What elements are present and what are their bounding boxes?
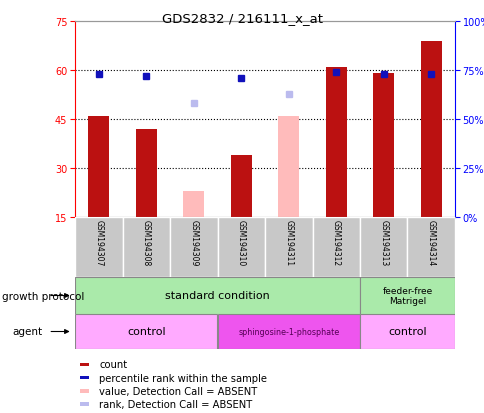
Text: feeder-free
Matrigel: feeder-free Matrigel bbox=[381, 286, 432, 306]
Text: rank, Detection Call = ABSENT: rank, Detection Call = ABSENT bbox=[99, 399, 252, 409]
Bar bbox=[122, 218, 170, 277]
Text: GSM194308: GSM194308 bbox=[141, 219, 151, 266]
Text: agent: agent bbox=[12, 327, 42, 337]
Bar bbox=[217, 218, 264, 277]
Text: control: control bbox=[127, 327, 165, 337]
Bar bbox=[75, 314, 217, 349]
Bar bbox=[264, 218, 312, 277]
Text: GSM194311: GSM194311 bbox=[284, 219, 293, 265]
Bar bbox=[359, 314, 454, 349]
Text: GSM194309: GSM194309 bbox=[189, 219, 198, 266]
Bar bbox=[170, 218, 217, 277]
Bar bbox=[312, 218, 359, 277]
Text: count: count bbox=[99, 360, 127, 370]
Text: GSM194312: GSM194312 bbox=[331, 219, 340, 265]
Bar bbox=[136, 130, 157, 218]
Bar bbox=[182, 191, 204, 218]
Bar bbox=[372, 74, 393, 218]
Bar bbox=[230, 156, 251, 218]
Bar bbox=[277, 116, 299, 218]
Text: control: control bbox=[387, 327, 426, 337]
Text: GSM194307: GSM194307 bbox=[94, 219, 103, 266]
Bar bbox=[407, 218, 454, 277]
Bar bbox=[420, 41, 441, 218]
Text: standard condition: standard condition bbox=[165, 291, 269, 301]
Bar bbox=[359, 218, 407, 277]
Bar bbox=[325, 68, 346, 218]
Text: value, Detection Call = ABSENT: value, Detection Call = ABSENT bbox=[99, 386, 257, 396]
Bar bbox=[75, 277, 359, 314]
Text: GSM194310: GSM194310 bbox=[236, 219, 245, 266]
Bar bbox=[75, 218, 122, 277]
Bar bbox=[217, 314, 359, 349]
Text: growth protocol: growth protocol bbox=[2, 291, 85, 301]
Bar bbox=[359, 277, 454, 314]
Text: GSM194313: GSM194313 bbox=[378, 219, 388, 266]
Text: sphingosine-1-phosphate: sphingosine-1-phosphate bbox=[238, 327, 339, 336]
Bar bbox=[88, 116, 109, 218]
Text: GSM194314: GSM194314 bbox=[426, 219, 435, 266]
Text: percentile rank within the sample: percentile rank within the sample bbox=[99, 373, 267, 383]
Text: GDS2832 / 216111_x_at: GDS2832 / 216111_x_at bbox=[162, 12, 322, 25]
